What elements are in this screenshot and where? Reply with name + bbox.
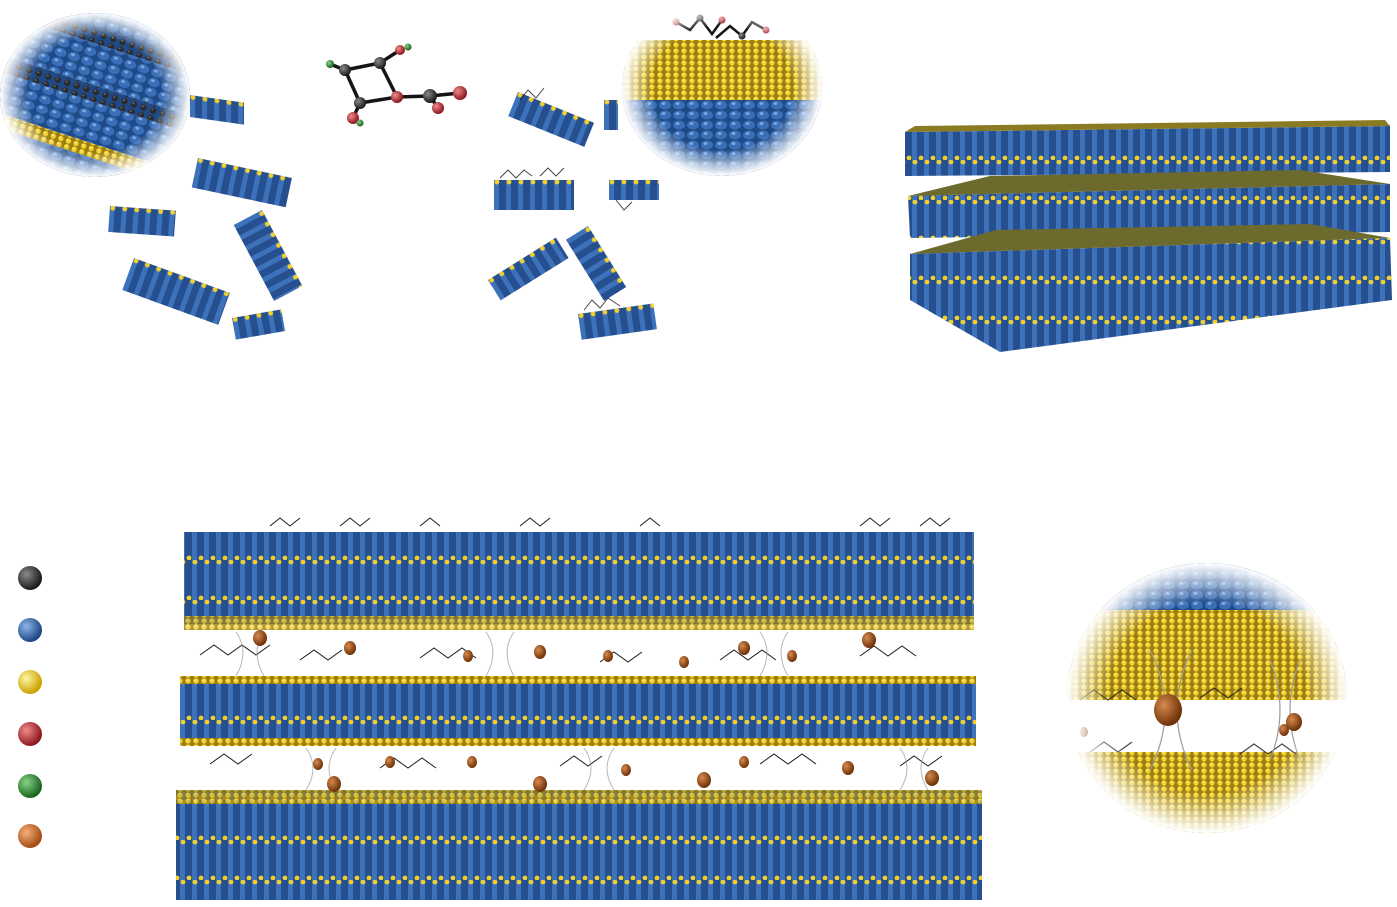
top-layer xyxy=(184,532,974,624)
legend-oxygen-sphere xyxy=(18,722,42,746)
ion xyxy=(842,761,854,775)
flake xyxy=(565,225,627,301)
flake xyxy=(190,95,244,125)
functionalized-flakes xyxy=(488,87,659,340)
ion xyxy=(925,770,939,786)
ion xyxy=(697,772,711,788)
flake xyxy=(232,309,286,340)
atom-legend xyxy=(18,566,42,848)
ion xyxy=(679,656,689,668)
legend-metal-sphere xyxy=(18,618,42,642)
ion xyxy=(621,764,631,776)
bottom-layer xyxy=(176,790,982,900)
ion xyxy=(603,650,613,662)
zoom-inset-surface xyxy=(622,0,822,176)
legend-carbon-sphere xyxy=(18,566,42,590)
ion xyxy=(344,641,356,655)
flake xyxy=(578,303,657,340)
ion xyxy=(738,641,750,655)
legend-hydrogen-sphere xyxy=(18,774,42,798)
flake xyxy=(233,210,303,301)
ion xyxy=(534,645,546,659)
ion xyxy=(253,630,267,646)
ion xyxy=(385,756,395,768)
legend-sulfur-sphere xyxy=(18,670,42,694)
ion xyxy=(463,650,473,662)
ion xyxy=(862,632,876,648)
intercalated-ions xyxy=(253,630,939,792)
flake xyxy=(609,180,659,200)
ion xyxy=(787,650,797,662)
ligand-molecule xyxy=(326,43,467,127)
ion xyxy=(739,756,749,768)
flake xyxy=(122,258,230,325)
ion xyxy=(313,758,323,770)
flake xyxy=(108,206,176,237)
flake xyxy=(604,100,618,130)
bulk-flakes xyxy=(108,95,303,340)
sheet-layer xyxy=(908,170,1390,238)
zoom-inset-interlayer xyxy=(1067,563,1347,833)
legend-ion-sphere xyxy=(18,824,42,848)
flake xyxy=(488,237,569,301)
ion xyxy=(533,776,547,792)
sheet-layer xyxy=(905,120,1390,176)
middle-layer xyxy=(180,676,976,746)
sheet-layer xyxy=(910,224,1392,352)
ion xyxy=(467,756,477,768)
flake xyxy=(508,92,595,147)
flake xyxy=(494,180,574,210)
restacked-sheets xyxy=(905,120,1392,352)
ion xyxy=(327,776,341,792)
intercalated-stack xyxy=(176,517,982,900)
flake xyxy=(191,158,292,208)
